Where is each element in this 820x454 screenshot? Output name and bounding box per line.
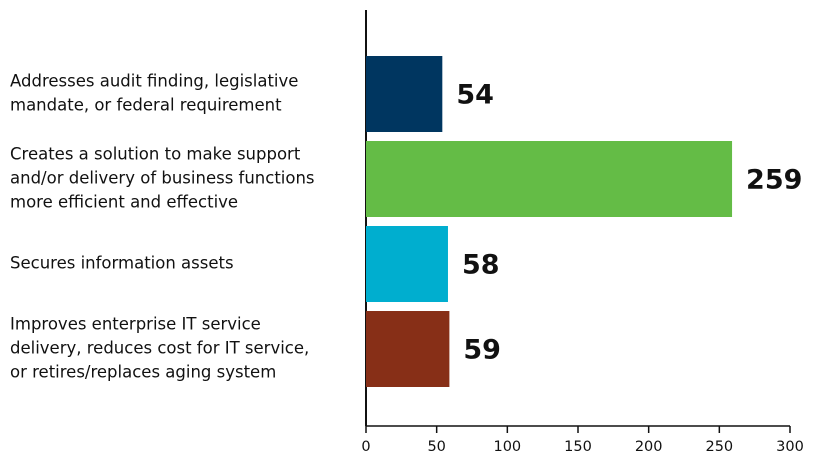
category-label: Creates a solution to make support (10, 145, 301, 164)
x-tick-label: 300 (776, 439, 804, 454)
x-tick-label: 100 (493, 439, 521, 454)
x-tick-label: 150 (564, 439, 592, 454)
x-tick-label: 200 (635, 439, 663, 454)
category-label: mandate, or federal requirement (10, 96, 282, 115)
category-label: Improves enterprise IT service (10, 315, 261, 334)
value-label: 59 (463, 335, 501, 366)
category-label: Addresses audit finding, legislative (10, 72, 298, 91)
value-label: 58 (462, 250, 500, 281)
bar (366, 311, 450, 387)
bar (366, 226, 448, 302)
category-label: Secures information assets (10, 254, 234, 273)
category-label: and/or delivery of business functions (10, 169, 315, 188)
category-label: more efficient and effective (10, 193, 238, 212)
category-label: or retires/replaces aging system (10, 363, 276, 382)
bar (366, 56, 443, 132)
x-tick-label: 50 (427, 439, 445, 454)
value-label: 259 (746, 165, 802, 196)
x-tick-label: 0 (361, 439, 370, 454)
category-label: delivery, reduces cost for IT service, (10, 339, 309, 358)
x-tick-label: 250 (705, 439, 733, 454)
value-label: 54 (456, 80, 494, 111)
bar (366, 141, 733, 217)
